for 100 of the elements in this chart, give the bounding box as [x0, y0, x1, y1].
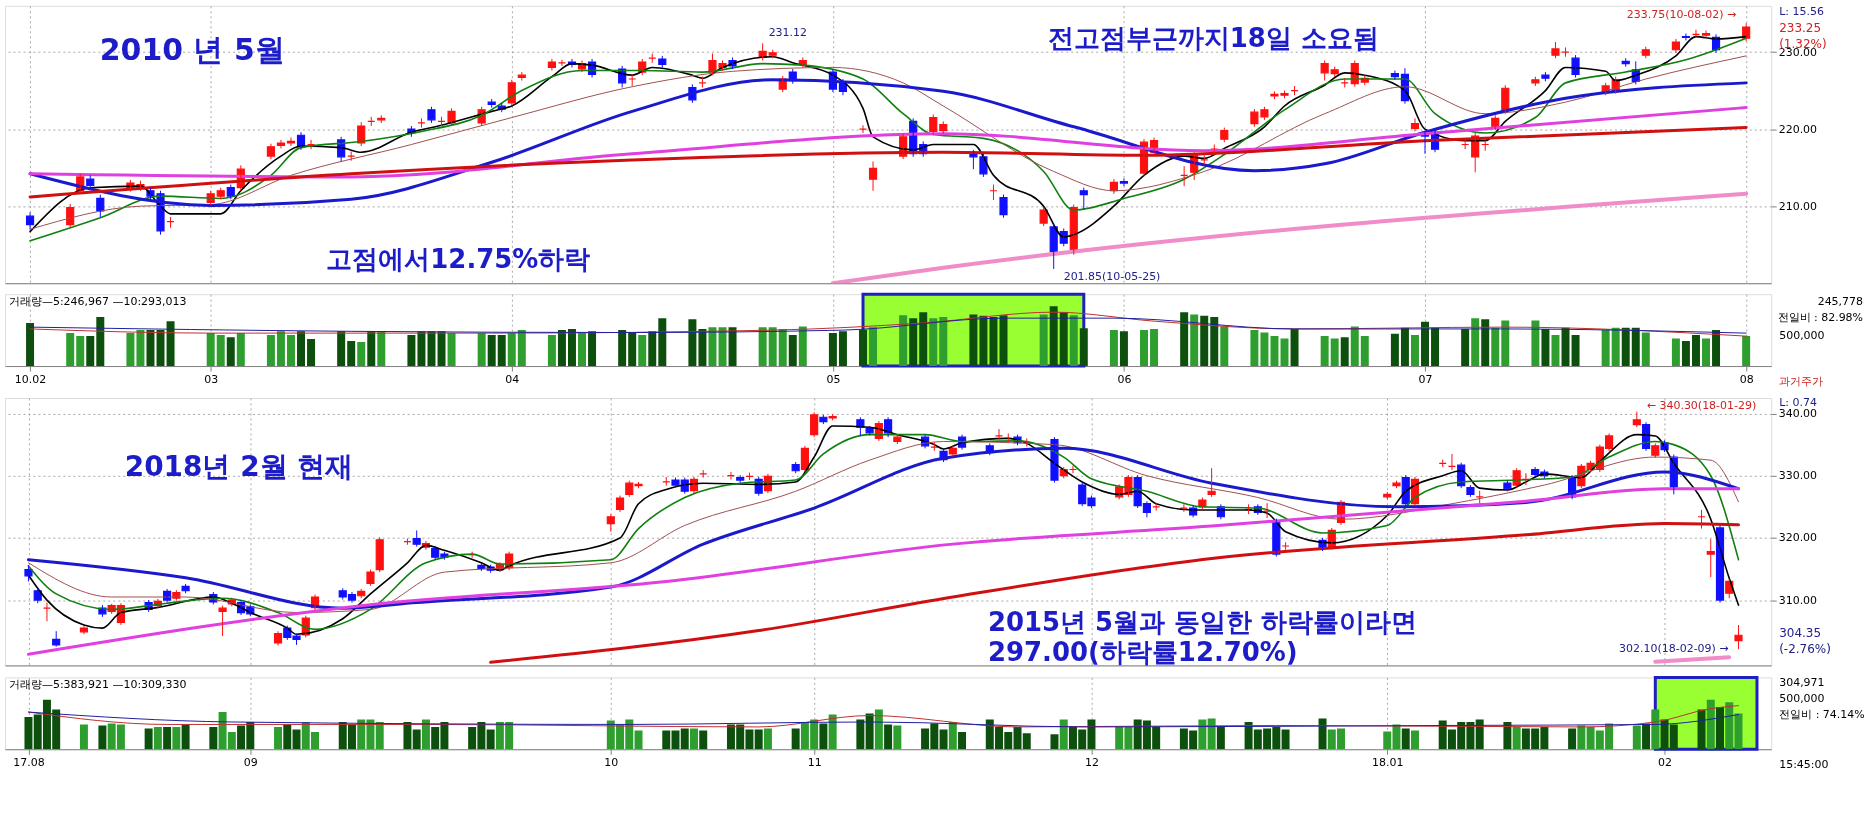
bar: [1641, 332, 1650, 367]
bar: [628, 333, 637, 367]
bar: [567, 328, 576, 367]
text: 전일비 : 74.14%: [1779, 708, 1865, 722]
bar: [708, 327, 717, 367]
bar: [909, 318, 918, 367]
x-tick-label: 09: [243, 755, 258, 769]
bar: [1207, 718, 1216, 750]
bar: [1140, 330, 1148, 367]
bar: [1079, 328, 1088, 367]
line-series: [489, 522, 1740, 664]
bar: [1551, 334, 1560, 367]
bar: [763, 728, 772, 750]
candlestick: [1706, 538, 1715, 578]
x-tick-label: 11: [807, 755, 822, 769]
bar: [412, 729, 421, 750]
bar: [1050, 734, 1059, 750]
bar: [206, 333, 215, 367]
bar: [838, 331, 847, 367]
bar: [728, 327, 737, 367]
candlestick: [736, 474, 745, 484]
bar: [1069, 315, 1078, 367]
x-tick-label: 06: [1117, 372, 1132, 386]
bar: [292, 729, 301, 750]
bar: [698, 328, 707, 367]
bar: [874, 709, 883, 750]
bar: [427, 331, 436, 367]
y-tick-label: 340.00: [1778, 407, 1818, 421]
bar: [1190, 314, 1199, 367]
bar: [216, 334, 225, 367]
candlestick: [1641, 46, 1650, 59]
text: 304.35: [1779, 626, 1822, 641]
bar: [156, 330, 165, 367]
bar: [1681, 340, 1690, 367]
bar: [939, 729, 948, 750]
candlestick: [819, 414, 828, 425]
bar: [1571, 334, 1580, 367]
annotation: 2015년 5월과 동일한 하락률이라면: [987, 607, 1418, 638]
bar: [24, 717, 33, 750]
bar: [999, 315, 1008, 367]
bar: [357, 342, 366, 367]
bar: [86, 336, 95, 367]
candlestick: [1320, 60, 1329, 82]
annotation: 201.85(10-05-25): [1063, 269, 1161, 283]
bar: [181, 724, 190, 750]
bar: [648, 331, 657, 367]
bar: [66, 333, 75, 367]
annotation: 전고점부근까지18일 소요됨: [1047, 22, 1379, 53]
text: 245,778: [1817, 295, 1864, 309]
bar: [699, 730, 708, 750]
bar: [144, 728, 153, 750]
bar: [1250, 330, 1259, 367]
bar: [307, 339, 316, 367]
candlestick: [52, 630, 61, 648]
bar: [979, 315, 988, 367]
bar: [26, 322, 35, 367]
bar: [1390, 333, 1399, 367]
candlestick: [828, 413, 837, 421]
bar: [1421, 321, 1429, 367]
bar: [1632, 725, 1641, 750]
bar: [166, 321, 175, 367]
bar: [153, 726, 162, 750]
bar: [1561, 327, 1570, 367]
bar: [1318, 718, 1327, 750]
bar: [1059, 312, 1068, 367]
bar: [1260, 332, 1269, 367]
candlestick: [412, 529, 421, 548]
candlestick: [658, 55, 667, 68]
bar: [1631, 327, 1640, 367]
bar: [1725, 702, 1734, 750]
bar: [828, 333, 837, 367]
annotation: 302.10(18-02-09) →: [1619, 642, 1729, 656]
bar: [1410, 334, 1419, 367]
bar: [98, 725, 107, 750]
bar: [1501, 320, 1510, 367]
bar: [1119, 331, 1128, 367]
bar: [96, 316, 105, 367]
x-tick-label: 03: [204, 372, 219, 386]
annotation: 2010 년 5월: [99, 31, 285, 67]
text: 전일비 : 82.98%: [1777, 311, 1864, 325]
bar: [884, 724, 893, 750]
candlestick: [216, 187, 225, 200]
bar: [163, 726, 172, 750]
text: L: 0.74: [1779, 395, 1817, 409]
text: 500,000: [1779, 692, 1825, 706]
bar: [788, 334, 797, 367]
bar: [778, 328, 787, 367]
bar: [1697, 709, 1706, 750]
candlestick: [1734, 624, 1743, 650]
annotation: 231.12: [768, 26, 808, 40]
bar: [948, 721, 957, 750]
annotation: ← 340.30(18-01-29): [1646, 398, 1757, 412]
bar: [1180, 312, 1189, 367]
bar: [969, 314, 978, 367]
bar: [1481, 319, 1490, 367]
bar: [1702, 338, 1710, 367]
x-tick-label: 05: [826, 372, 841, 386]
bar: [517, 330, 526, 367]
y-tick-label: 320.00: [1778, 531, 1818, 545]
bar: [1716, 707, 1724, 750]
